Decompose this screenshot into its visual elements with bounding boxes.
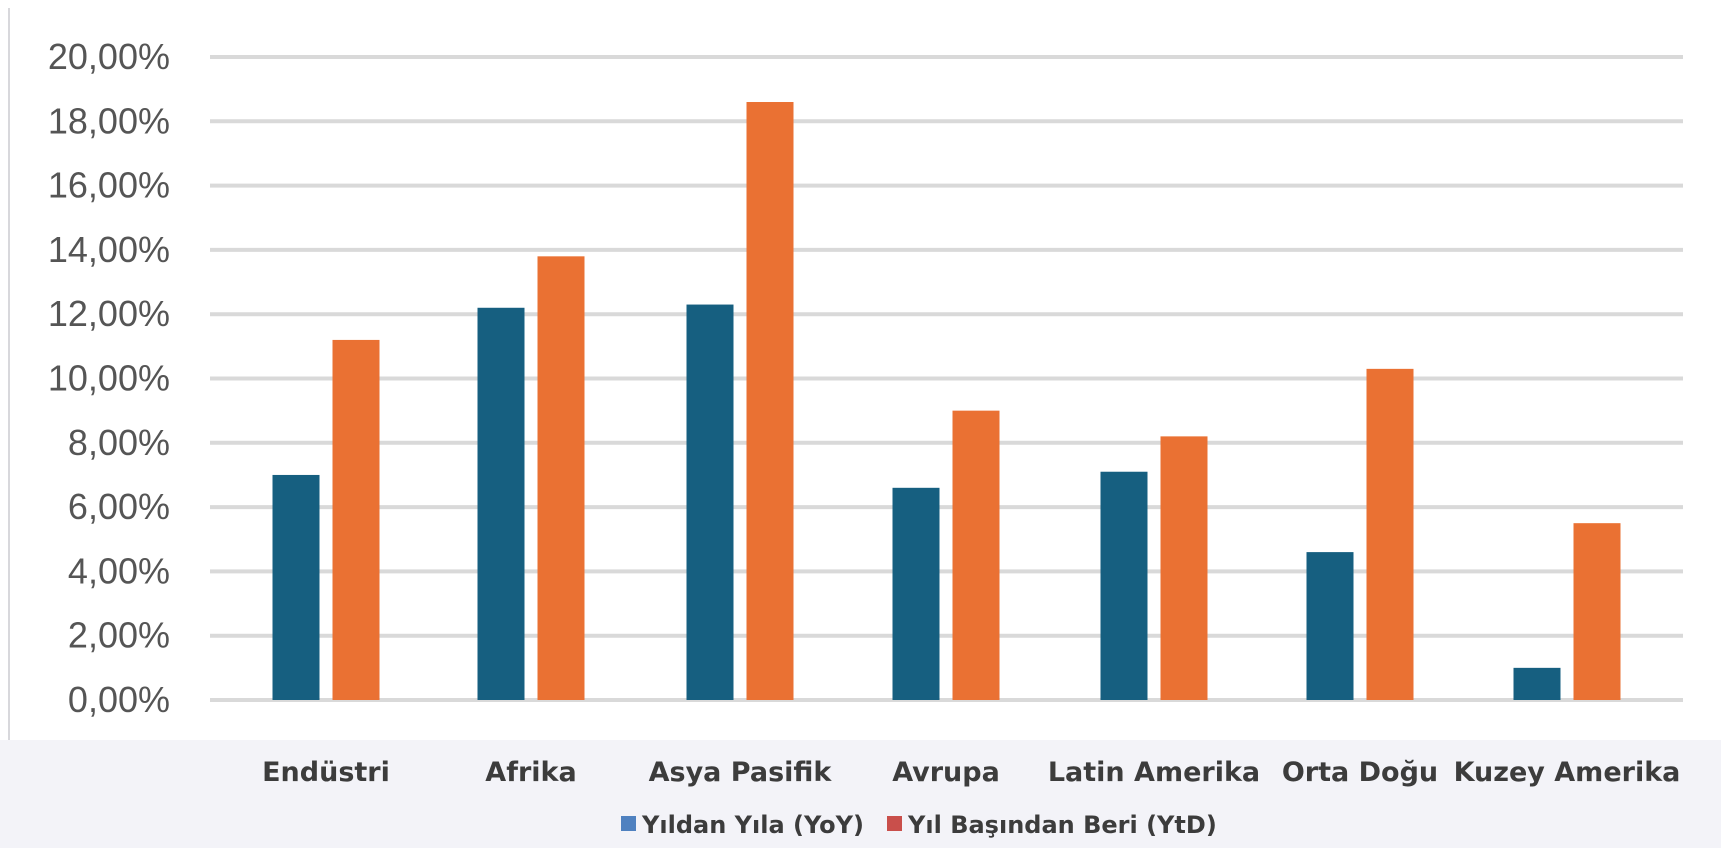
y-tick-label: 2,00% <box>68 615 170 656</box>
bar-yoy <box>1100 471 1148 700</box>
x-tick-label: Afrika <box>485 757 576 788</box>
bar-yoy <box>1306 552 1354 700</box>
y-tick-label: 6,00% <box>68 486 170 527</box>
legend-swatch <box>621 816 636 831</box>
x-tick-label: Latin Amerika <box>1048 757 1260 788</box>
bar-ytd <box>1160 436 1208 700</box>
bars <box>272 102 1621 700</box>
x-tick-label: Avrupa <box>892 757 1000 788</box>
bar-ytd <box>746 102 794 700</box>
bar-ytd <box>1573 523 1621 700</box>
bar-ytd <box>952 410 1000 700</box>
y-tick-label: 18,00% <box>48 100 170 141</box>
bar-ytd <box>537 256 585 700</box>
bar-yoy <box>272 474 320 700</box>
y-tick-label: 14,00% <box>48 229 170 270</box>
y-tick-label: 16,00% <box>48 165 170 206</box>
y-axis-tick-labels: 0,00% 2,00% 4,00% 6,00% 8,00% 10,00% 12,00% 14,… <box>48 36 170 720</box>
bar-yoy <box>477 307 525 700</box>
legend-label: Yıldan Yıla (YoY) <box>641 811 864 839</box>
y-tick-label: 8,00% <box>68 422 170 463</box>
y-tick-label: 0,00% <box>68 679 170 720</box>
legend: Yıldan Yıla (YoY) Yıl Başından Beri (YtD) <box>621 811 1217 839</box>
gridlines <box>210 55 1683 702</box>
x-tick-label: Orta Doğu <box>1282 757 1438 788</box>
x-axis-tick-labels: Endüstri Afrika Asya Pasifik Avrupa Latin Am… <box>262 757 1680 788</box>
y-tick-label: 4,00% <box>68 550 170 591</box>
y-tick-label: 20,00% <box>48 36 170 77</box>
legend-swatch <box>887 816 902 831</box>
bar-yoy <box>892 487 940 700</box>
bar-ytd <box>1366 368 1414 700</box>
bar-ytd <box>332 339 380 700</box>
x-tick-label: Asya Pasifik <box>649 757 833 788</box>
bar-yoy <box>1513 667 1561 700</box>
y-tick-label: 12,00% <box>48 293 170 334</box>
bar-yoy <box>686 304 734 700</box>
x-tick-label: Endüstri <box>262 757 390 788</box>
legend-label: Yıl Başından Beri (YtD) <box>907 811 1217 839</box>
y-tick-label: 10,00% <box>48 358 170 399</box>
x-tick-label: Kuzey Amerika <box>1454 757 1681 788</box>
plot-left-border <box>8 8 10 740</box>
